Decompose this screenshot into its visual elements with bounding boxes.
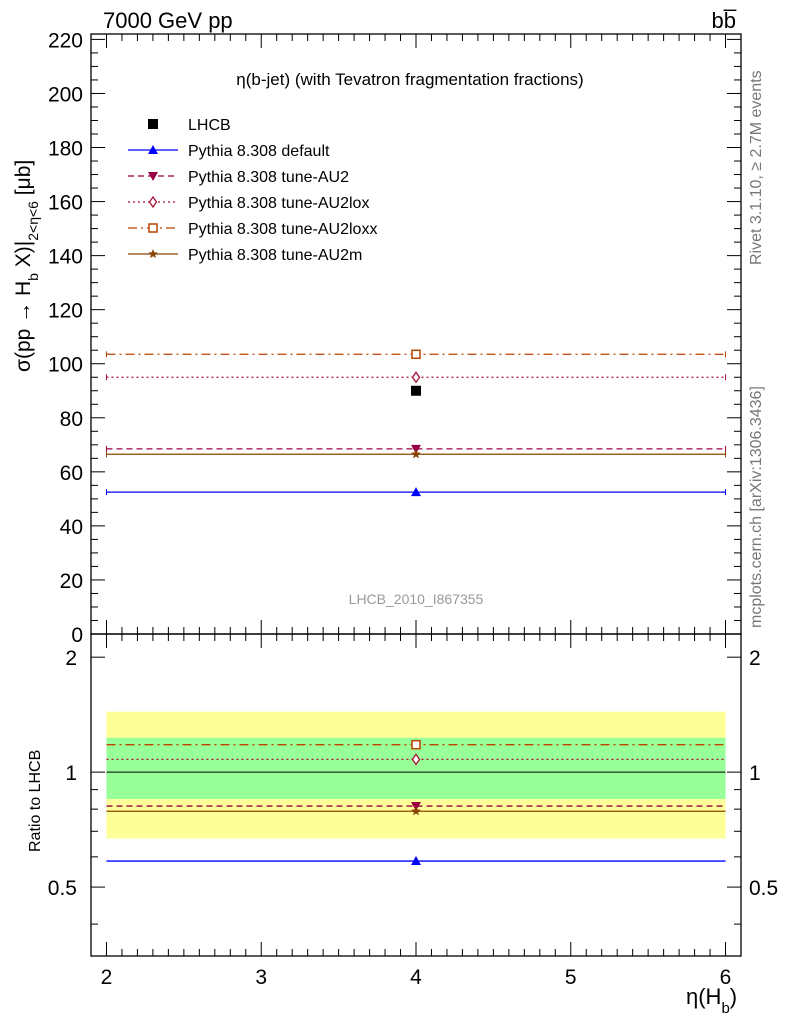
legend-marker-2 [148, 172, 158, 181]
legend-label-0: LHCB [188, 117, 231, 134]
energy-label: 7000 GeV pp [103, 8, 233, 33]
y-tick-label: 60 [60, 462, 83, 485]
x-tick-label: 4 [410, 966, 422, 989]
ratio-y-tick-label: 1 [65, 762, 77, 785]
x-tick-label: 5 [565, 966, 577, 989]
ratio-point-4 [411, 806, 421, 816]
y-tick-label: 100 [48, 354, 83, 377]
ratio-y-tick-label-right: 0.5 [749, 877, 778, 900]
analysis-watermark: LHCB_2010_I867355 [349, 591, 484, 607]
data-point-0 [411, 385, 421, 396]
ratio-y-tick-label: 2 [65, 647, 77, 670]
y-tick-label: 20 [60, 570, 83, 593]
main-y-axis-label: σ(pp → Hb X)|2<η<6 [μb] [12, 160, 41, 372]
y-tick-label: 220 [48, 29, 83, 52]
x-tick-label: 2 [101, 966, 113, 989]
ratio-point-0 [411, 856, 421, 866]
legend-label-2: Pythia 8.308 tune-AU2 [188, 169, 349, 186]
plot-text: 7000 GeV pp bb̅ η(b-jet) (with Tevatron … [27, 8, 765, 852]
data-point-4 [411, 349, 421, 360]
x-tick-label: 6 [720, 966, 732, 989]
y-tick-label: 40 [60, 516, 83, 539]
main-panel: 0 20 40 60 80 100 120 140 160 180 200 220 LHCB Pythia… [12, 29, 742, 647]
y-tick-label: 140 [48, 246, 83, 269]
y-tick-label: 0 [71, 624, 83, 647]
chart-title: η(b-jet) (with Tevatron fragmentation fr… [236, 70, 583, 89]
y-tick-label: 180 [48, 138, 83, 161]
legend-marker-4 [148, 223, 158, 233]
y-tick-label: 200 [48, 83, 83, 106]
ratio-point-3 [411, 739, 421, 750]
process-label: bb̅ [712, 8, 737, 33]
legend-label-4: Pythia 8.308 tune-AU2loxx [188, 221, 377, 238]
x-tick-label: 3 [255, 966, 267, 989]
legend-label-1: Pythia 8.308 default [188, 143, 330, 160]
data-point-3 [411, 371, 421, 384]
ratio-y-tick-label-right: 2 [749, 647, 761, 670]
y-tick-label: 160 [48, 192, 83, 215]
rivet-version-label: Rivet 3.1.10, ≥ 2.7M events [748, 70, 765, 265]
ratio-point-2 [411, 753, 421, 766]
legend-marker-3 [148, 195, 158, 209]
ratio-y-axis-label: Ratio to LHCB [27, 750, 44, 852]
legend-label-3: Pythia 8.308 tune-AU2lox [188, 195, 369, 212]
legend-marker-1 [148, 145, 158, 154]
legend-marker-5 [148, 249, 158, 258]
x-axis-label: η(Hb) [686, 984, 737, 1017]
ratio-y-tick-label: 0.5 [48, 877, 77, 900]
legend-marker-0 [148, 119, 158, 129]
y-tick-label: 80 [60, 408, 83, 431]
ratio-y-tick-label-right: 1 [749, 762, 761, 785]
data-point-5 [411, 449, 421, 459]
data-point-1 [411, 487, 421, 497]
y-tick-label: 120 [48, 300, 83, 323]
ratio-panel: 2 3 4 5 6 0.5 0.5 1 1 2 2 η(Hb) [48, 633, 778, 1017]
mcplots-label: mcplots.cern.ch [arXiv:1306.3436] [748, 386, 765, 628]
legend-label-5: Pythia 8.308 tune-AU2m [188, 247, 362, 264]
